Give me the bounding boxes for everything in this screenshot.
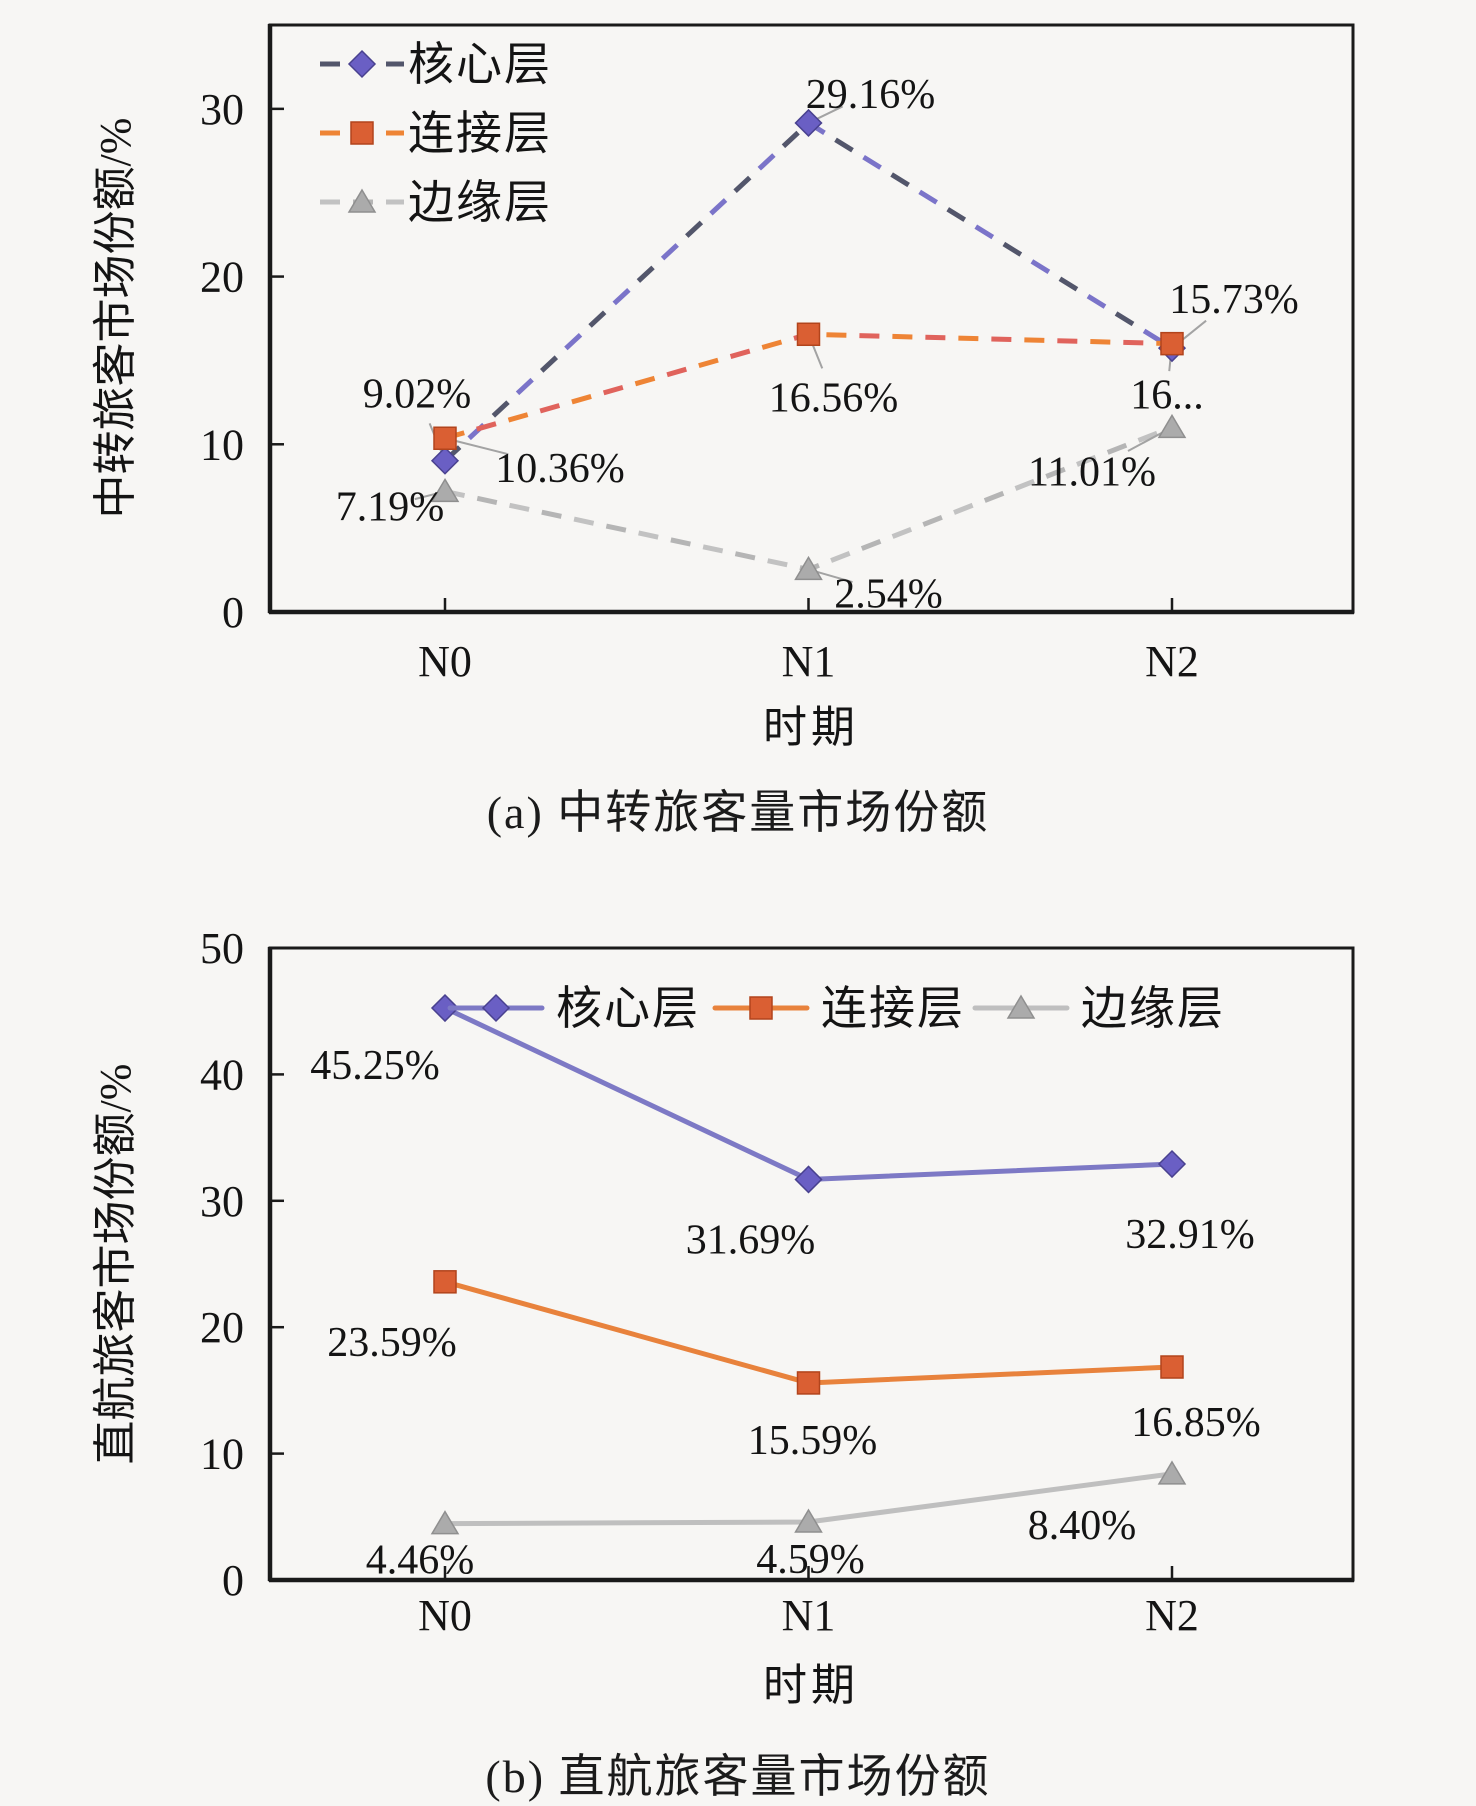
x-axis-title: 时期 <box>763 703 859 752</box>
x-category-label: N0 <box>418 637 472 686</box>
连接层-data-label: 10.36% <box>495 446 625 492</box>
x-category-label: N1 <box>782 637 836 686</box>
chart-a-root: 0 10 20 30 N0 N1 N2 时期 中转旅客市场份额/% 9.02% 29.16% 15.7… <box>91 23 1355 752</box>
连接层-line <box>442 1279 1175 1386</box>
边缘层-data-label: 7.19% <box>336 484 445 530</box>
边缘层-data-label: 11.01% <box>1028 449 1156 495</box>
连接层-legend-label: 连接层 <box>408 108 552 159</box>
核心层-diamond-marker <box>481 993 511 1023</box>
边缘层-markers <box>430 413 1187 581</box>
y-axis-title: 中转旅客市场份额/% <box>91 118 140 519</box>
核心层-data-label: 45.25% <box>310 1043 440 1089</box>
核心层-data-label: 29.16% <box>806 72 936 118</box>
边缘层-data-label: 4.46% <box>366 1538 475 1584</box>
连接层-square-marker <box>350 121 374 145</box>
连接层-line-group <box>442 1279 1175 1386</box>
连接层-data-label: 23.59% <box>327 1320 457 1366</box>
连接层-square-marker <box>796 1371 821 1395</box>
边缘层-legend-label: 边缘层 <box>1081 983 1225 1034</box>
核心层-markers <box>430 993 1187 1194</box>
核心层-line <box>442 1005 1175 1182</box>
chart-b-caption: (b) 直航旅客量市场份额 <box>485 1751 991 1802</box>
核心层-diamond-marker <box>1157 1149 1187 1179</box>
边缘层-triangle-marker <box>794 555 823 581</box>
核心层-data-label: 9.02% <box>363 372 472 418</box>
y-tick-label: 20 <box>200 253 244 302</box>
y-tick-label: 50 <box>200 924 244 973</box>
连接层-square-marker <box>1160 1355 1184 1379</box>
y-tick-label: 0 <box>222 588 244 637</box>
核心层-data-label: 32.91% <box>1125 1212 1255 1258</box>
y-tick-label: 30 <box>200 85 244 134</box>
核心层-diamond-marker <box>430 446 460 475</box>
连接层-markers <box>433 1270 1184 1395</box>
连接层-markers <box>433 322 1184 450</box>
核心层-diamond-marker <box>794 108 823 138</box>
边缘层-triangle-marker <box>347 188 377 213</box>
边缘层-markers <box>430 1460 1187 1535</box>
边缘层-data-label: 4.59% <box>756 1537 865 1583</box>
x-category-label: N1 <box>782 1591 836 1640</box>
chart-b-root: 0 10 20 30 40 50 N0 N1 N2 时期 直航旅客市场份额/% 45.25% 31.69… <box>91 924 1355 1710</box>
边缘层-triangle-marker <box>430 477 460 503</box>
边缘层-triangle-marker <box>1157 413 1187 439</box>
边缘层-triangle-marker <box>794 1508 823 1533</box>
y-tick-label: 10 <box>200 1430 244 1479</box>
边缘层-legend-label: 边缘层 <box>408 177 552 228</box>
核心层-diamond-marker <box>347 49 377 79</box>
y-tick-label: 30 <box>200 1177 244 1226</box>
边缘层-data-label: 2.54% <box>834 571 943 617</box>
连接层-square-marker <box>796 322 821 347</box>
x-axis-title: 时期 <box>763 1661 859 1710</box>
核心层-legend-label: 核心层 <box>408 39 552 90</box>
连接层-data-label: 16.56% <box>769 375 899 421</box>
连接层-legend-label: 连接层 <box>821 983 965 1034</box>
连接层-data-label: 16.85% <box>1131 1400 1261 1446</box>
连接层-data-label: 15.59% <box>748 1418 878 1464</box>
x-category-label: N0 <box>418 1591 472 1640</box>
连接层-square-marker <box>1160 331 1184 356</box>
连接层-square-marker <box>749 996 773 1020</box>
y-tick-label: 40 <box>200 1050 244 1099</box>
x-category-label: N2 <box>1145 1591 1199 1640</box>
核心层-diamond-marker <box>794 1165 823 1194</box>
边缘层-data-label: 8.40% <box>1028 1503 1137 1549</box>
核心层-diamond-marker <box>430 993 460 1023</box>
核心层-data-label: 15.73% <box>1169 277 1299 323</box>
transfer-share-line-chart: 0 10 20 30 N0 N1 N2 时期 中转旅客市场份额/% 9.02% 29.16% 15.7… <box>91 23 1355 752</box>
direct-share-line-chart: 0 10 20 30 40 50 N0 N1 N2 时期 直航旅客市场份额/% 45.25% 31.69… <box>91 924 1355 1710</box>
边缘层-triangle-marker <box>1006 994 1036 1019</box>
核心层-legend-label: 核心层 <box>556 983 700 1034</box>
chart-a-caption: (a) 中转旅客量市场份额 <box>486 787 990 838</box>
legend: 核心层 连接层 边缘层 <box>447 983 1225 1034</box>
x-category-label: N2 <box>1145 637 1199 686</box>
连接层-square-marker <box>433 426 457 450</box>
y-tick-label: 0 <box>222 1556 244 1605</box>
核心层-data-label: 31.69% <box>686 1217 816 1263</box>
y-tick-label: 10 <box>200 420 244 469</box>
连接层-square-marker <box>433 1270 457 1294</box>
连接层-data-label: 16... <box>1130 373 1204 419</box>
边缘层-triangle-marker <box>430 1510 460 1535</box>
y-tick-label: 20 <box>200 1303 244 1352</box>
边缘层-triangle-marker <box>1157 1460 1187 1485</box>
y-axis-title: 直航旅客市场份额/% <box>91 1064 140 1465</box>
核心层-line-group <box>442 1005 1175 1182</box>
